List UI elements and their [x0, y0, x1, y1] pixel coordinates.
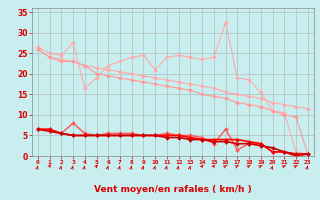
Text: Vent moyen/en rafales ( km/h ): Vent moyen/en rafales ( km/h ) [94, 185, 252, 194]
